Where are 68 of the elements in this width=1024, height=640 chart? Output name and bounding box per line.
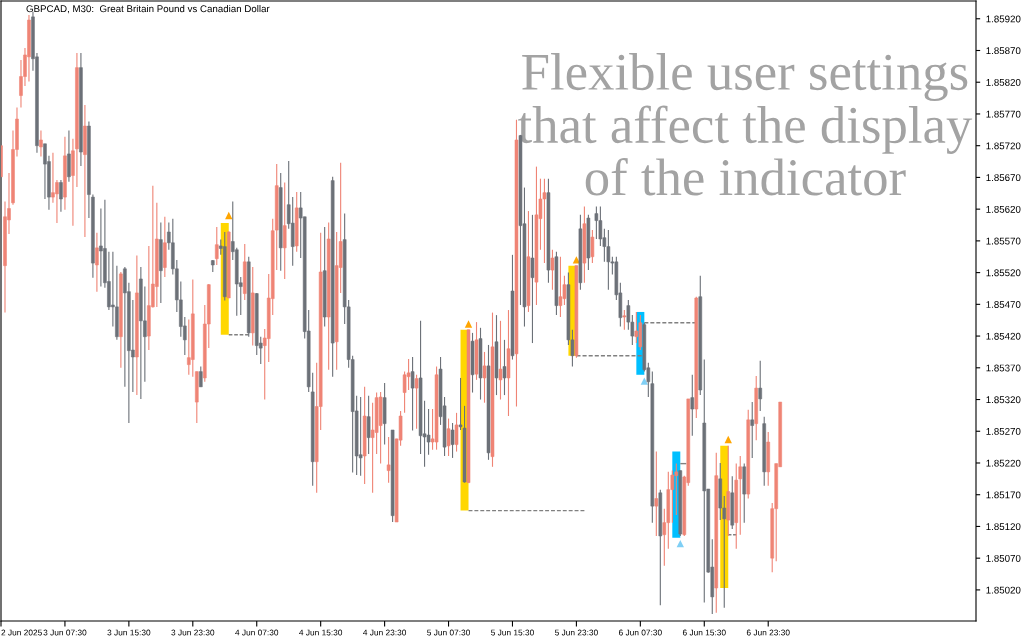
x-tick-label: 5 Jun 15:30: [491, 629, 534, 636]
candlestick: [386, 436, 391, 484]
x-tick-label: 4 Jun 07:30: [235, 629, 279, 636]
candlestick: [67, 129, 71, 183]
x-tick-label: 4 Jun 23:30: [363, 629, 407, 636]
y-tick-label: 1.85820: [986, 78, 1021, 86]
y-tick-label: 1.85420: [986, 332, 1021, 340]
candlestick: [482, 351, 487, 404]
y-tick-label: 1.85620: [986, 205, 1021, 213]
x-tick-label: 3 Jun 07:30: [43, 629, 87, 636]
y-tick-label: 1.85470: [986, 301, 1021, 308]
y-tick-label: 1.85320: [986, 396, 1021, 404]
x-tick-label: 3 Jun 23:30: [171, 629, 215, 636]
y-tick-label: 1.85170: [986, 491, 1021, 499]
y-tick-label: 1.85720: [986, 142, 1021, 150]
point: [676, 539, 684, 548]
candlestick: [498, 320, 503, 401]
annotation: Flexible user settings that affect the display of the indicator: [518, 53, 973, 196]
y-tick-label: 1.85920: [986, 15, 1021, 23]
x-tick-label: 6 Jun 15:30: [682, 629, 726, 636]
x-tick-label: 4 Jun 15:30: [299, 629, 343, 636]
y-tick-label: 1.85020: [986, 586, 1021, 594]
candlestick: [542, 178, 547, 264]
candlestick: [199, 365, 203, 388]
y-tick-label: 1.85070: [986, 554, 1021, 562]
candlestick: [550, 249, 555, 291]
y-tick-label: 1.85770: [986, 110, 1021, 118]
y-tick-label: 1.85570: [986, 237, 1021, 245]
candlestick: [654, 451, 659, 537]
point: [640, 377, 649, 385]
candlestick: [39, 129, 43, 158]
point: [464, 320, 473, 328]
candlestick: [215, 226, 219, 266]
y-tick-label: 1.85370: [986, 364, 1021, 372]
candlestick: [622, 309, 627, 331]
candlestick: [634, 311, 639, 344]
candlestick: [290, 196, 295, 267]
point: [225, 211, 233, 220]
candlestick: [750, 401, 755, 459]
candlestick: [410, 356, 415, 432]
y-tick-label: 1.85120: [986, 523, 1021, 531]
candlestick: [446, 418, 451, 457]
y-tick-label: 1.85270: [986, 427, 1021, 435]
candlestick: [690, 374, 695, 437]
candlestick: [414, 374, 419, 430]
y-tick-label: 1.85520: [986, 269, 1021, 277]
candlestick: [450, 422, 455, 459]
point: [724, 435, 732, 444]
y-tick-label: 1.85670: [986, 174, 1021, 182]
x-tick-label: 6 Jun 07:30: [618, 629, 662, 636]
candlestick: [454, 412, 459, 453]
x-tick-label: 5 Jun 23:30: [554, 629, 598, 636]
candlestick: [758, 360, 762, 412]
x-tick-label: 2 Jun 2025: [1, 629, 42, 636]
candlestick: [282, 181, 287, 280]
candlestick: [590, 229, 595, 264]
chart-title: GBPCAD, M30: Great Britain Pound vs Canadian Dollar: [26, 5, 270, 14]
x-tick-label: 6 Jun 23:30: [746, 629, 790, 636]
y-tick-label: 1.85870: [986, 47, 1021, 55]
candlestick: [59, 179, 63, 213]
x-tick-label: 5 Jun 07:30: [427, 629, 470, 636]
candlestick: [502, 339, 507, 396]
x-tick-label: 3 Jun 15:30: [107, 629, 151, 636]
candlestick: [95, 232, 99, 293]
candlestick: [530, 214, 535, 344]
candlestick: [366, 395, 371, 455]
candlestick: [558, 256, 563, 318]
y-tick-label: 1.85220: [986, 459, 1021, 467]
